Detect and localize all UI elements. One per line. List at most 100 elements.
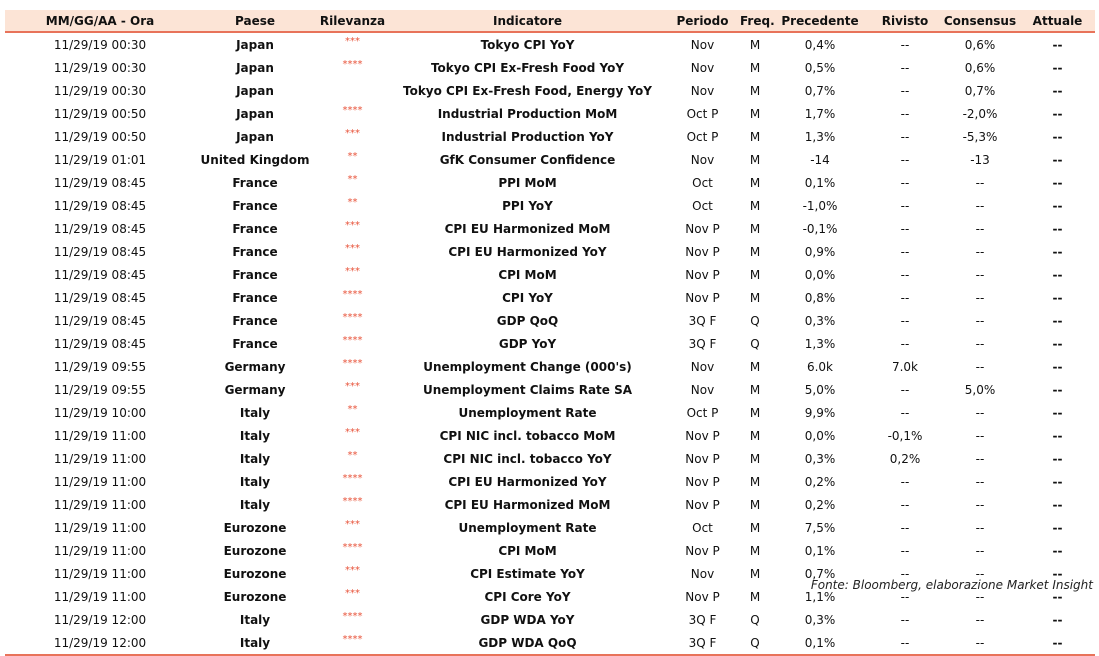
cell: -- (975, 244, 985, 259)
cell: Industrial Production MoM (437, 106, 618, 121)
cell: Japan (236, 83, 274, 98)
table-row: 11/29/19 11:00 Eurozone *** CPI Estimate Yo… (5, 562, 1095, 585)
cell: -- (1052, 474, 1063, 489)
cell: **** (342, 105, 363, 116)
cell: Nov P (685, 543, 720, 558)
cell: 0,3% (804, 451, 836, 466)
cell: M (749, 152, 761, 167)
table-row: 11/29/19 00:30 Japan **** Tokyo CPI Ex-Fres… (5, 56, 1095, 79)
cell: -- (900, 382, 910, 397)
cell: -- (1052, 83, 1063, 98)
cell: -- (1052, 428, 1063, 443)
cell: M (749, 60, 761, 75)
cell: -- (975, 359, 985, 374)
table-wrap: MM/GG/AA - Ora Paese Rilevanza Indicatore Pe… (5, 10, 1095, 656)
cell: M (749, 244, 761, 259)
cell: *** (345, 266, 360, 277)
cell: M (749, 589, 761, 604)
cell: France (232, 267, 278, 282)
cell: 11/29/19 11:00 (53, 566, 147, 581)
cell: -- (900, 129, 910, 144)
cell: 11/29/19 12:00 (5, 631, 195, 656)
cell: -- (1052, 520, 1063, 535)
table-row: 11/29/19 08:45 France *** CPI EU Harmonized… (5, 217, 1095, 240)
cell: -- (1052, 198, 1063, 213)
cell: Q (750, 313, 760, 328)
cell: -- (900, 221, 910, 236)
cell: Q (750, 612, 760, 627)
cell: Eurozone (223, 543, 287, 558)
cell: -- (900, 520, 910, 535)
cell: **** (342, 289, 363, 300)
cell: -- (900, 566, 910, 581)
cell: Italy (239, 497, 271, 512)
table-row: 11/29/19 08:45 France **** CPI YoY Nov P M 0,8… (5, 286, 1095, 309)
cell: 11/29/19 08:45 (53, 244, 147, 259)
table-row: 11/29/19 10:00 Italy ** Unemployment Rate Oc… (5, 401, 1095, 424)
cell: *** (345, 381, 360, 392)
cell: **** (342, 473, 363, 484)
cell: Nov P (685, 244, 720, 259)
cell: 11/29/19 08:45 (53, 221, 147, 236)
cell: -- (1052, 60, 1063, 75)
column-header: MM/GG/AA - Ora (5, 10, 195, 33)
cell: *** (345, 36, 360, 47)
cell: M (749, 290, 761, 305)
cell: M (749, 37, 761, 52)
cell: Eurozone (223, 589, 287, 604)
cell: -- (1052, 152, 1063, 167)
cell: 11/29/19 11:00 (53, 589, 147, 604)
cell: Nov (690, 152, 715, 167)
cell: -- (1052, 497, 1063, 512)
cell: -- (1052, 175, 1063, 190)
cell: Nov P (685, 474, 720, 489)
cell: -- (900, 267, 910, 282)
cell: M (749, 106, 761, 121)
cell: Nov (690, 83, 715, 98)
cell: Nov (690, 382, 715, 397)
cell: 3Q F (665, 631, 740, 656)
cell: -- (1052, 359, 1063, 374)
table-row: 11/29/19 00:30 Japan Tokyo CPI Ex-Fresh Fo… (5, 79, 1095, 102)
cell: Unemployment Rate (458, 520, 597, 535)
cell: 0,1% (804, 175, 836, 190)
cell: M (749, 520, 761, 535)
cell: -- (975, 566, 985, 581)
cell: Germany (224, 359, 286, 374)
cell: -- (900, 290, 910, 305)
cell: 11/29/19 00:30 (53, 37, 147, 52)
column-header: Rilevanza (315, 10, 390, 33)
cell: Eurozone (223, 520, 287, 535)
cell: -- (975, 313, 985, 328)
cell: CPI Estimate YoY (470, 566, 585, 581)
cell: -- (975, 612, 985, 627)
cell: Oct P (686, 106, 719, 121)
cell: -- (975, 198, 985, 213)
cell: 11/29/19 09:55 (53, 359, 147, 374)
cell: *** (345, 128, 360, 139)
cell: CPI EU Harmonized YoY (448, 474, 607, 489)
cell: Italy (239, 474, 271, 489)
cell: M (749, 566, 761, 581)
cell: Nov P (685, 290, 720, 305)
column-header: Attuale (1020, 10, 1095, 33)
column-header: Paese (195, 10, 315, 33)
cell: M (749, 543, 761, 558)
cell: -- (1052, 313, 1063, 328)
cell: 9,9% (804, 405, 836, 420)
cell: 6.0k (806, 359, 834, 374)
cell: M (749, 83, 761, 98)
cell: M (749, 451, 761, 466)
cell: -- (1052, 336, 1063, 351)
cell: 0,2% (804, 497, 836, 512)
cell: -- (900, 83, 910, 98)
cell: CPI NIC incl. tobacco YoY (443, 451, 612, 466)
cell: Nov (690, 566, 715, 581)
cell: 0,1% (770, 631, 870, 656)
cell: -- (1052, 244, 1063, 259)
cell: PPI YoY (502, 198, 553, 213)
table-body: 11/29/19 00:30 Japan *** Tokyo CPI YoY Nov M 0… (5, 32, 1095, 656)
cell: 0,8% (804, 290, 836, 305)
cell: France (232, 244, 278, 259)
cell: -- (975, 405, 985, 420)
